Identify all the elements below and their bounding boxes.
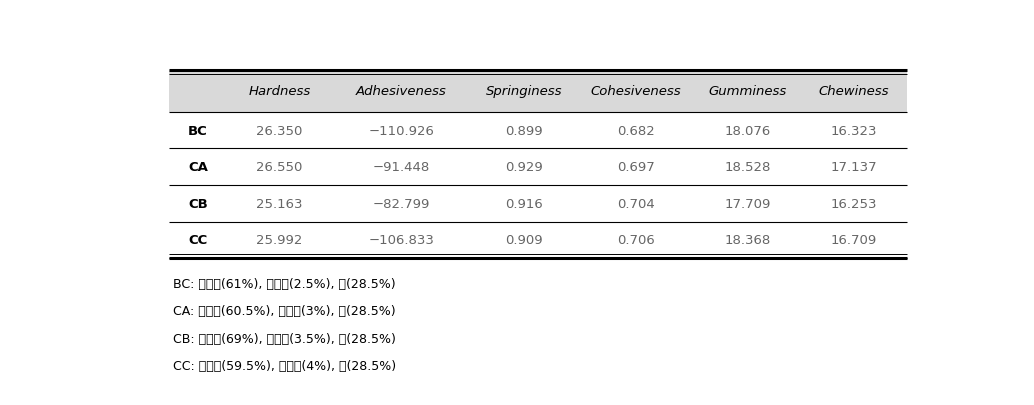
Text: Springiness: Springiness (485, 85, 561, 98)
Text: 0.704: 0.704 (617, 197, 655, 210)
Text: 16.709: 16.709 (830, 234, 877, 247)
Text: 0.706: 0.706 (617, 234, 655, 247)
Text: CC: CC (188, 234, 208, 247)
Text: 0.929: 0.929 (505, 161, 543, 174)
Text: −110.926: −110.926 (368, 124, 434, 137)
Text: Gumminess: Gumminess (708, 85, 787, 98)
Text: −91.448: −91.448 (373, 161, 430, 174)
Text: CB: 강력분(69%), 글루텐(3.5%), 물(28.5%): CB: 강력분(69%), 글루텐(3.5%), 물(28.5%) (174, 332, 396, 345)
Text: 25.992: 25.992 (256, 234, 303, 247)
Bar (170, 70, 907, 113)
Text: CA: 강력분(60.5%), 글루텐(3%), 물(28.5%): CA: 강력분(60.5%), 글루텐(3%), 물(28.5%) (174, 305, 396, 318)
Text: BC: BC (188, 124, 208, 137)
Text: 0.909: 0.909 (505, 234, 543, 247)
Text: Chewiness: Chewiness (818, 85, 889, 98)
Text: 18.528: 18.528 (725, 161, 771, 174)
Text: 17.709: 17.709 (725, 197, 771, 210)
Text: 0.899: 0.899 (505, 124, 543, 137)
Text: 0.916: 0.916 (505, 197, 543, 210)
Text: 0.697: 0.697 (617, 161, 655, 174)
Text: 26.550: 26.550 (256, 161, 303, 174)
Text: Adhesiveness: Adhesiveness (356, 85, 447, 98)
Text: 16.323: 16.323 (830, 124, 877, 137)
Text: −82.799: −82.799 (373, 197, 430, 210)
Text: 25.163: 25.163 (256, 197, 303, 210)
Text: BC: 강력분(61%), 글루텐(2.5%), 물(28.5%): BC: 강력분(61%), 글루텐(2.5%), 물(28.5%) (174, 277, 396, 290)
Text: 18.076: 18.076 (725, 124, 770, 137)
Text: CC: 강력분(59.5%), 글루텐(4%), 물(28.5%): CC: 강력분(59.5%), 글루텐(4%), 물(28.5%) (174, 360, 396, 373)
Text: 0.682: 0.682 (617, 124, 655, 137)
Text: 26.350: 26.350 (256, 124, 303, 137)
Text: 18.368: 18.368 (725, 234, 770, 247)
Text: CB: CB (188, 197, 208, 210)
Text: CA: CA (188, 161, 208, 174)
Text: 16.253: 16.253 (830, 197, 877, 210)
Text: 17.137: 17.137 (830, 161, 877, 174)
Text: Cohesiveness: Cohesiveness (590, 85, 681, 98)
Text: −106.833: −106.833 (368, 234, 434, 247)
Text: Hardness: Hardness (248, 85, 310, 98)
